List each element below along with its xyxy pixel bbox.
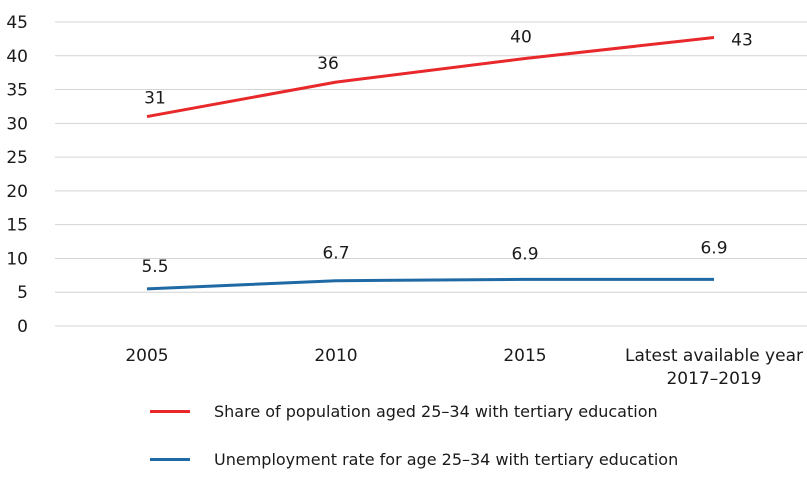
data-label-0-1: 36 [317,54,339,74]
data-label-0-2: 40 [510,27,532,47]
data-label-0-3: 43 [731,31,753,51]
data-label-1-3: 6.9 [700,238,727,258]
legend: Share of population aged 25–34 with tert… [150,400,678,496]
legend-label-unemployment: Unemployment rate for age 25–34 with ter… [214,449,679,469]
line-chart: 0 5 10 15 20 25 30 35 40 45 2005 2010 2015 Latest av… [6,13,807,389]
x-tick-label-3: Latest available year 2017–2019 [625,346,803,389]
data-label-0-0: 31 [144,89,166,109]
y-tick-label-10: 10 [6,249,28,269]
y-axis-ticks: 0 5 10 15 20 25 30 35 40 45 [6,13,28,337]
grid-lines [55,21,807,327]
data-label-1-1: 6.7 [322,244,349,264]
legend-swatch-tertiary-share [150,409,190,413]
series-line-1 [146,277,714,291]
x-tick-label-1: 2010 [314,346,357,366]
data-label-1-0: 5.5 [141,257,168,277]
y-tick-label-25: 25 [6,148,28,168]
legend-item-unemployment: Unemployment rate for age 25–34 with ter… [150,448,678,470]
y-tick-label-30: 30 [6,114,28,134]
x-tick-label-0: 2005 [125,346,168,366]
y-tick-label-45: 45 [6,13,28,33]
x-tick-label-line-0-0: 2005 [125,346,168,366]
x-tick-label-line-1-0: 2010 [314,346,357,366]
legend-label-tertiary-share: Share of population aged 25–34 with tert… [214,401,658,421]
y-tick-label-0: 0 [17,317,28,337]
y-tick-label-15: 15 [6,216,28,236]
legend-swatch-unemployment [150,457,190,461]
y-tick-label-40: 40 [6,47,28,67]
x-axis-ticks: 2005 2010 2015 Latest available year 2017–20… [125,346,803,389]
legend-item-tertiary-share: Share of population aged 25–34 with tert… [150,400,678,422]
x-tick-label-line-3-0: Latest available year [625,346,803,366]
y-tick-label-35: 35 [6,81,28,101]
x-tick-label-line-3-1: 2017–2019 [666,369,761,389]
x-tick-label-line-2-0: 2015 [503,346,546,366]
data-label-1-2: 6.9 [511,244,538,264]
series-lines [146,36,715,291]
y-tick-label-20: 20 [6,182,28,202]
x-tick-label-2: 2015 [503,346,546,366]
series-line-0 [146,36,715,119]
y-tick-label-5: 5 [17,283,28,303]
data-labels: 31 36 40 43 5.5 6.7 6.9 6.9 [141,27,752,276]
